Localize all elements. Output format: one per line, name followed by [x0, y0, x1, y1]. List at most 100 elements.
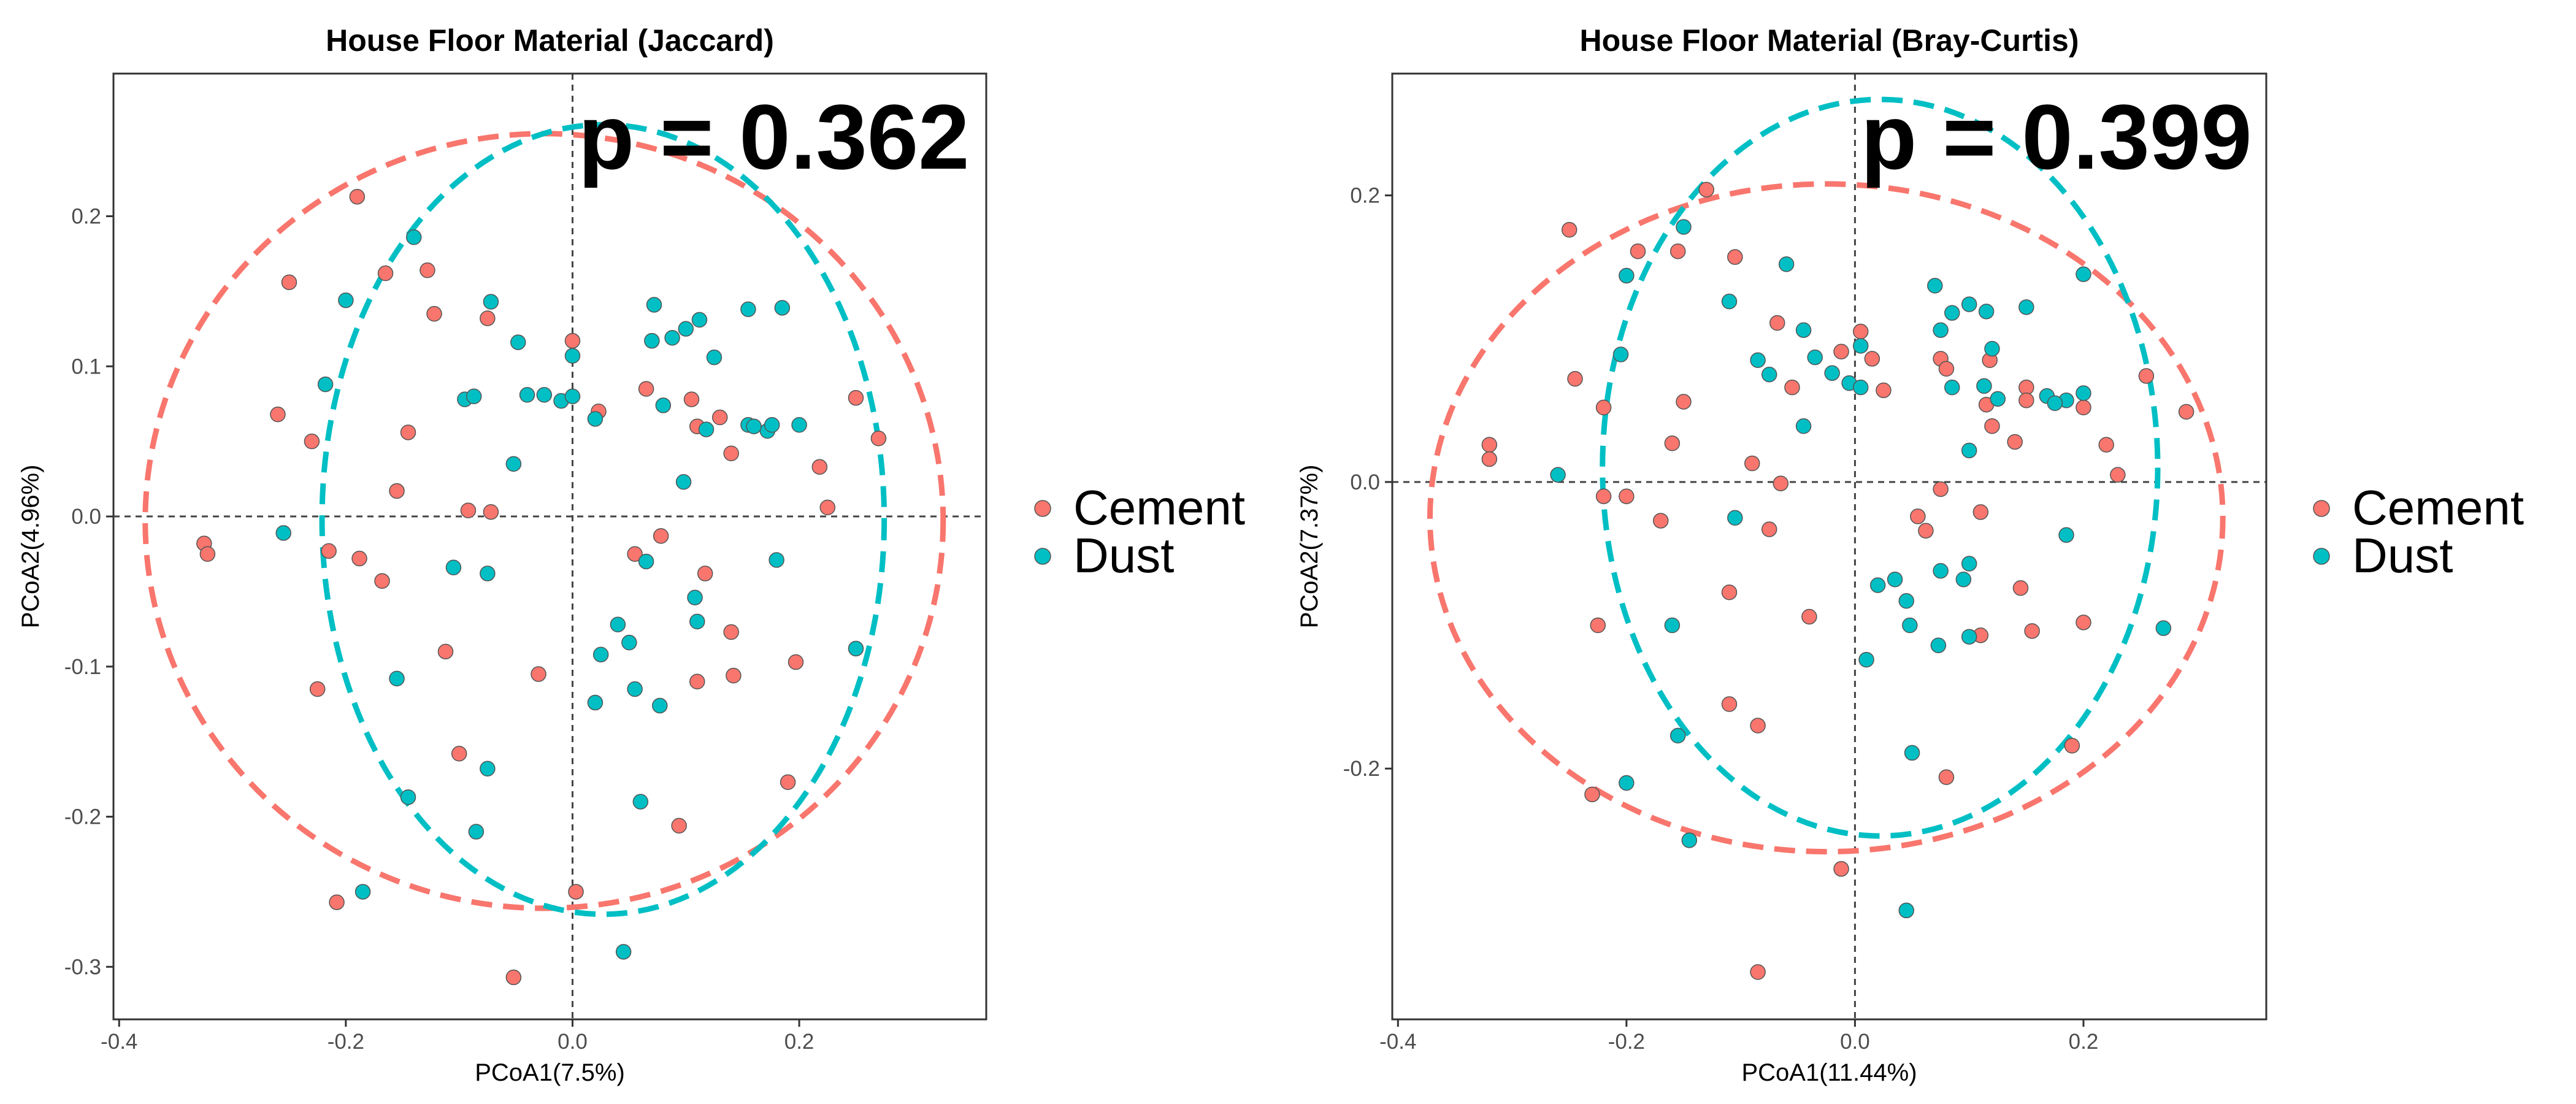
- dust-point: [2076, 385, 2091, 401]
- cement-point: [1590, 617, 1606, 634]
- dust-point: [1984, 340, 2000, 357]
- dust-point: [510, 334, 526, 350]
- cement-point: [1938, 361, 1955, 377]
- cement-point: [1721, 696, 1738, 712]
- y-axis-label: PCoA2(7.37%): [1296, 465, 1323, 629]
- cement-point: [329, 894, 345, 910]
- cement-point: [2018, 392, 2034, 408]
- cement-point: [1984, 418, 2000, 434]
- dust-point: [1869, 577, 1886, 593]
- cement-point: [2012, 580, 2029, 596]
- legend-key-dust: [1034, 548, 1051, 565]
- cement-point: [531, 666, 546, 682]
- cement-point: [2178, 404, 2195, 420]
- plot-area: p = 0.399: [1392, 74, 2266, 1019]
- dust-point: [664, 330, 680, 346]
- cement-point: [1801, 608, 1817, 625]
- dust-point: [1961, 296, 1977, 312]
- x-tick-label: 0.0: [1840, 1030, 1870, 1054]
- dust-point: [1898, 593, 1914, 609]
- cement-point: [1750, 964, 1766, 980]
- dust-point: [2047, 395, 2063, 412]
- cement-point: [1784, 379, 1800, 396]
- cement-point: [1864, 351, 1880, 367]
- dust-point: [646, 297, 662, 313]
- cement-point: [848, 389, 864, 406]
- dust-point: [610, 616, 626, 633]
- cement-point: [437, 643, 454, 660]
- cement-point: [1567, 370, 1583, 387]
- dust-point: [480, 565, 496, 581]
- cement-point: [321, 543, 337, 559]
- cement-point: [199, 546, 216, 562]
- dust-point: [1944, 379, 1960, 396]
- legend-label-cement: Cement: [2352, 480, 2524, 535]
- cement-point: [309, 681, 326, 697]
- y-tick-label: -0.1: [64, 655, 101, 679]
- dust-point: [632, 794, 649, 810]
- dust-point: [592, 646, 609, 662]
- dust-point: [1612, 347, 1629, 362]
- x-tick-label: -0.4: [101, 1030, 137, 1054]
- cement-point: [1561, 221, 1577, 238]
- dust-point: [1902, 617, 1918, 634]
- dust-point: [1955, 571, 1972, 588]
- x-tick-label: 0.2: [784, 1030, 815, 1054]
- cement-point: [304, 433, 320, 450]
- cement-point: [780, 774, 796, 791]
- cement-point: [1910, 508, 1926, 524]
- y-tick-label: 0.0: [71, 505, 101, 529]
- dust-point: [615, 944, 632, 960]
- y-tick-label: 0.2: [71, 205, 101, 229]
- dust-point: [1761, 366, 1777, 383]
- legend-key-cement: [1034, 500, 1051, 517]
- cement-point: [2076, 615, 2091, 631]
- cement-point: [1833, 343, 1849, 360]
- dust-point: [275, 525, 291, 541]
- dust-point: [1990, 391, 2006, 407]
- dust-point: [480, 761, 496, 776]
- dust-point: [1852, 338, 1869, 354]
- cement-point: [1933, 481, 1949, 497]
- cement-point: [389, 483, 405, 499]
- x-tick-label: -0.4: [1379, 1030, 1416, 1054]
- cement-point: [1595, 488, 1612, 504]
- dust-point: [1750, 352, 1766, 369]
- cement-point: [1750, 718, 1766, 734]
- dust-point: [389, 670, 405, 687]
- cement-point: [638, 381, 654, 397]
- cement-point: [1727, 249, 1743, 265]
- dust-point: [1795, 322, 1812, 338]
- legend-label-dust: Dust: [1073, 528, 1175, 583]
- dust-point: [652, 697, 668, 714]
- dust-point: [1933, 322, 1949, 338]
- cement-ellipse: [1427, 181, 2226, 855]
- panel-border: [112, 72, 987, 1021]
- dust-point: [400, 789, 416, 805]
- x-tick-label: -0.2: [328, 1030, 364, 1054]
- cement-point: [1669, 243, 1686, 259]
- dust-point: [355, 884, 371, 900]
- x-tick-label: -0.2: [1608, 1030, 1645, 1054]
- cement-point: [400, 424, 416, 440]
- y-tick-label: 0.1: [71, 355, 101, 378]
- p-value-annotation: p = 0.362: [578, 85, 970, 188]
- cement-point: [2110, 467, 2126, 483]
- dust-point: [689, 613, 705, 630]
- dust-point: [627, 681, 643, 697]
- bray-curtis-panel: House Floor Material (Bray-Curtis) p = 0.…: [1296, 23, 2524, 1086]
- y-tick-label: 0.0: [1350, 470, 1380, 494]
- cement-point: [1833, 861, 1849, 877]
- dust-point: [1721, 293, 1738, 310]
- cement-point: [1744, 455, 1760, 472]
- dust-point: [691, 312, 708, 328]
- cement-point: [2007, 434, 2023, 450]
- dust-point: [468, 824, 485, 840]
- dust-point: [1778, 256, 1795, 272]
- dust-point: [621, 634, 637, 651]
- legend-label-dust: Dust: [2352, 528, 2453, 583]
- dust-point: [466, 388, 482, 404]
- cement-point: [2138, 368, 2155, 384]
